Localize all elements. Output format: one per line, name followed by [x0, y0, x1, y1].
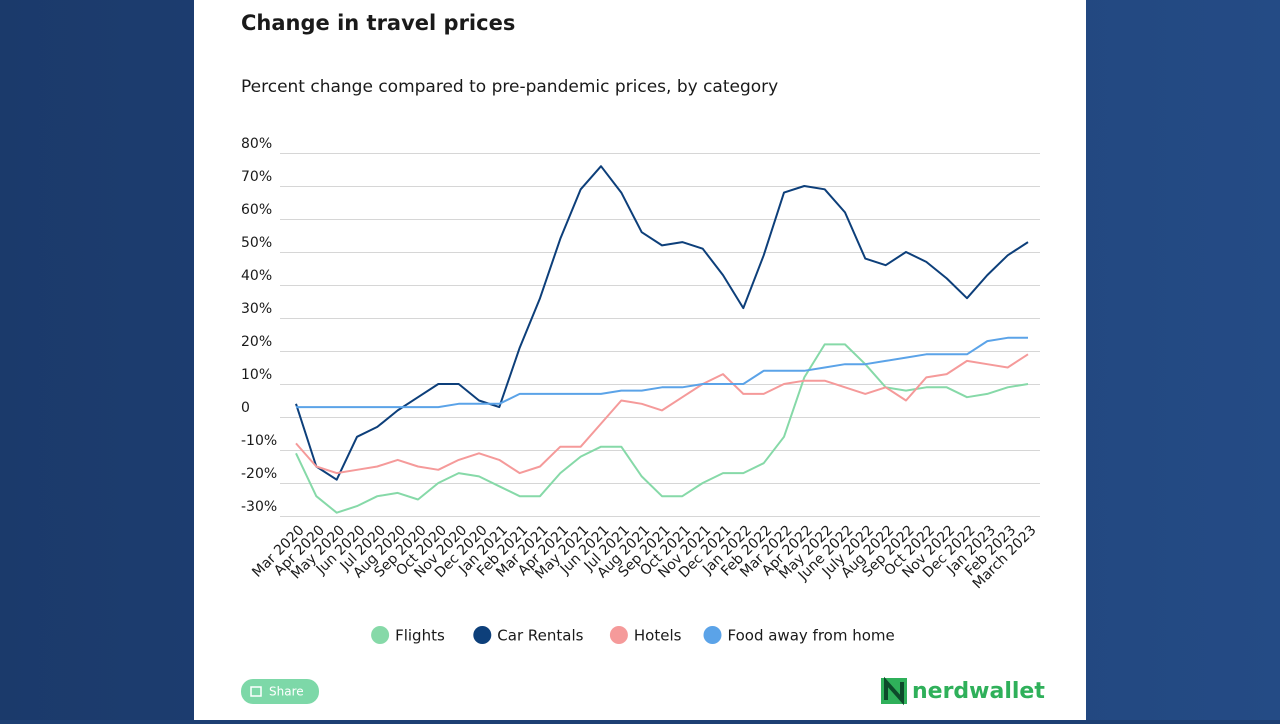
legend-label: Flights — [395, 627, 445, 645]
series-line — [295, 343, 1029, 514]
chart-subtitle: Percent change compared to pre-pandemic … — [241, 77, 778, 97]
y-tick-label: 0 — [241, 400, 250, 416]
logo-text: nerdwallet — [912, 679, 1045, 704]
legend-item[interactable]: Food away from home — [703, 626, 895, 645]
share-bg[interactable] — [241, 679, 319, 704]
y-tick-label: 20% — [241, 334, 272, 350]
legend-item[interactable]: Hotels — [609, 626, 682, 645]
logo-n — [884, 676, 904, 706]
y-tick-label: -20% — [241, 466, 277, 482]
y-tick-label: 10% — [241, 367, 272, 383]
share-label[interactable]: Share — [269, 685, 304, 699]
y-tick-label: -30% — [241, 499, 277, 515]
share-icon — [250, 686, 262, 697]
legend-swatch — [371, 626, 390, 644]
series-line — [296, 336, 1028, 409]
share-button[interactable]: Share — [241, 679, 319, 704]
y-tick-label: 50% — [241, 235, 272, 251]
legend-label: Food away from home — [728, 627, 895, 645]
legend-swatch — [609, 626, 628, 644]
legend-label: Car Rentals — [497, 627, 583, 645]
series-line — [295, 353, 1029, 475]
legend-swatch — [473, 626, 492, 644]
chart-title: Change in travel prices — [241, 11, 515, 35]
legend-swatch — [703, 626, 722, 644]
legend-label: Hotels — [634, 627, 682, 645]
card — [194, 0, 1086, 720]
y-tick-label: 30% — [241, 301, 272, 317]
legend-item[interactable]: Flights — [371, 626, 445, 645]
y-tick-label: -10% — [241, 433, 277, 449]
y-tick-label: 60% — [241, 202, 272, 218]
series-line — [295, 165, 1029, 481]
logo: nerdwallet — [881, 676, 1045, 706]
y-tick-label: 70% — [241, 169, 272, 185]
legend-item[interactable]: Car Rentals — [473, 626, 584, 645]
y-tick-label: 40% — [241, 268, 272, 284]
y-tick-label: 80% — [241, 136, 272, 152]
